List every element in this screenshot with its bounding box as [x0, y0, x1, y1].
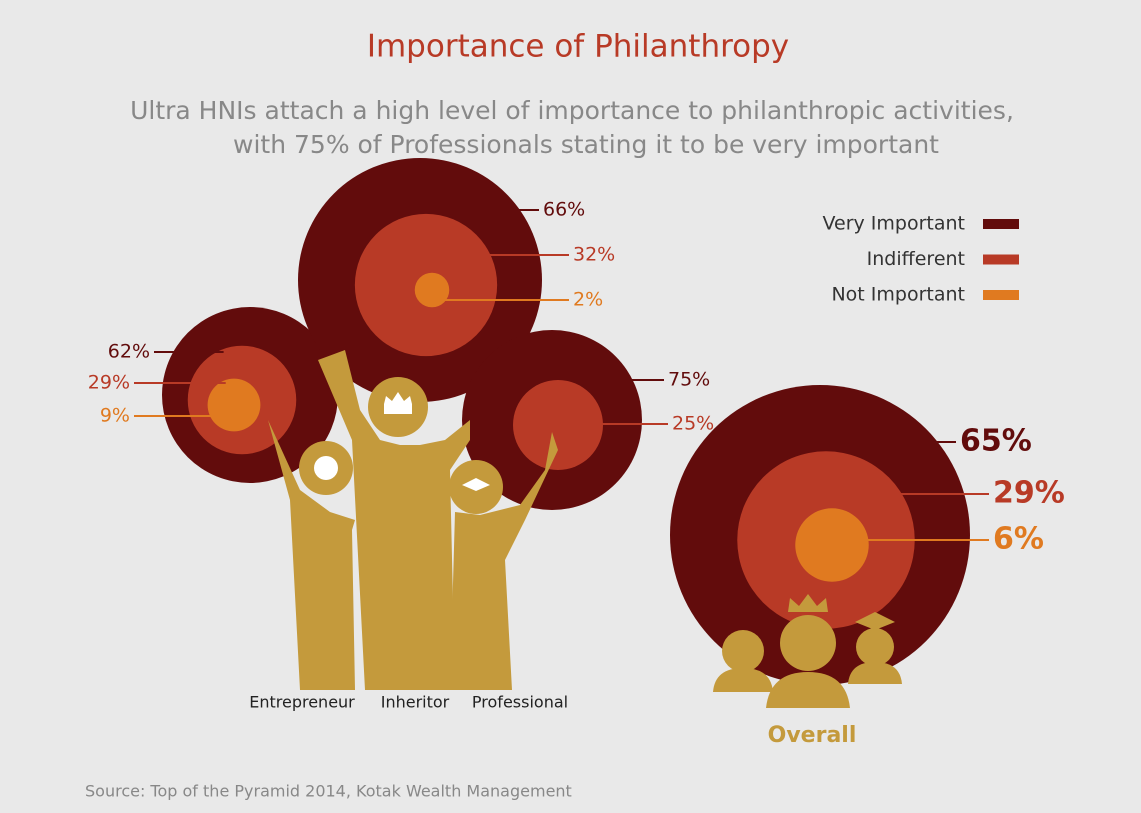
- value-label: 2%: [573, 289, 603, 311]
- legend-label: Indifferent: [867, 248, 965, 270]
- value-label: 66%: [543, 199, 585, 221]
- value-label: 9%: [100, 405, 130, 427]
- figures: [268, 350, 902, 708]
- source: Source: Top of the Pyramid 2014, Kotak W…: [85, 782, 572, 801]
- value-label: 65%: [960, 424, 1032, 459]
- value-label: 75%: [668, 369, 710, 391]
- blobs: [162, 158, 970, 685]
- value-label: 32%: [573, 244, 615, 266]
- category-label: Inheritor: [381, 693, 450, 712]
- legend-swatch: [983, 219, 1019, 229]
- subtitle: with 75% of Professionals stating it to …: [233, 130, 939, 159]
- value-label: 6%: [993, 522, 1044, 557]
- icons: [314, 392, 490, 491]
- blob: [207, 378, 261, 432]
- category-label: Entrepreneur: [249, 693, 355, 712]
- subtitle: Ultra HNIs attach a high level of import…: [130, 96, 1014, 125]
- value-label: 25%: [672, 413, 714, 435]
- blob: [795, 508, 869, 582]
- legend-swatch: [983, 254, 1019, 265]
- legend-label: Not Important: [831, 284, 965, 306]
- title: Importance of Philanthropy: [367, 29, 789, 65]
- value-label: 62%: [108, 341, 150, 363]
- legend-label: Very Important: [823, 213, 966, 235]
- value-label: 29%: [993, 476, 1065, 511]
- category-label: Professional: [472, 693, 568, 712]
- blob: [513, 380, 603, 470]
- category-label: Overall: [768, 723, 857, 748]
- legend-swatch: [983, 290, 1019, 300]
- value-label: 29%: [88, 372, 130, 394]
- blob: [414, 272, 450, 308]
